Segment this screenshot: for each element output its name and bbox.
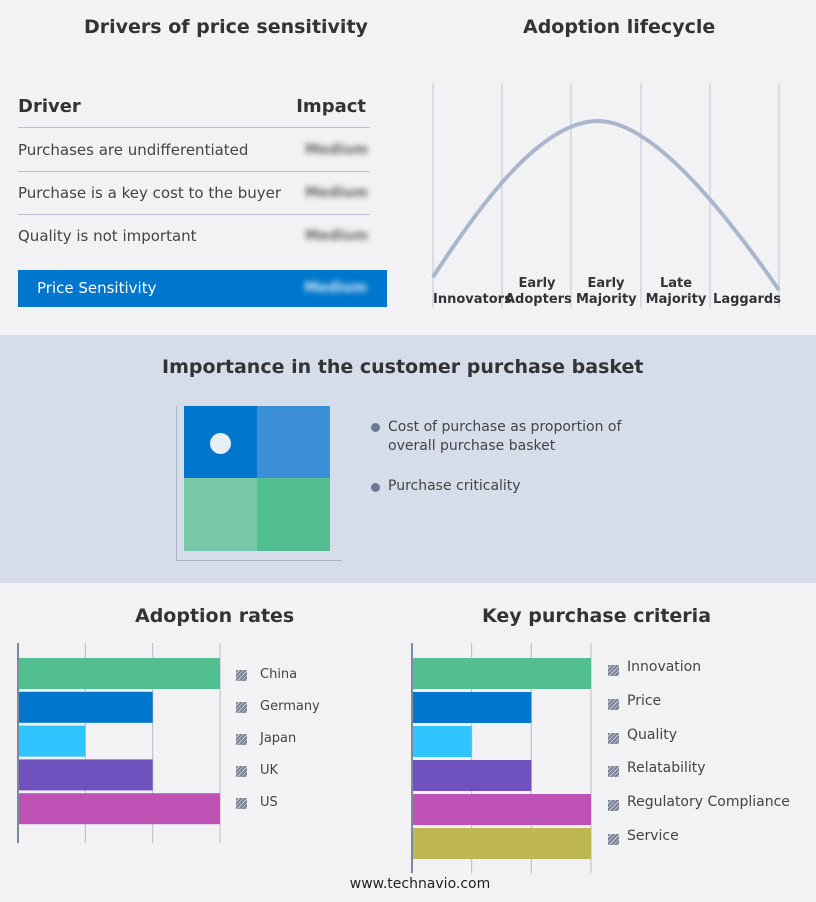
legend-label: Price <box>627 692 662 709</box>
bar-quality <box>412 726 472 757</box>
driver-row: Purchase is a key cost to the buyer Mediu… <box>18 172 370 215</box>
driver-row: Quality is not important Medium <box>18 215 370 258</box>
legend-swatch-icon <box>608 766 619 778</box>
driver-label: Purchases are undifferentiated <box>18 141 249 159</box>
legend-swatch-icon <box>608 665 619 676</box>
impact-value: Medium <box>305 142 368 158</box>
bar-china <box>18 658 220 689</box>
bar-innovation <box>412 658 591 689</box>
bar-regulatory-compliance <box>412 794 591 825</box>
legend-label: Germany <box>260 699 320 714</box>
basket-legend-criticality: Purchase criticality <box>388 478 521 494</box>
bar-us <box>18 793 220 825</box>
impact-value: Medium <box>305 228 368 244</box>
legend-swatch-icon <box>608 732 619 744</box>
legend-label: UK <box>260 763 279 778</box>
driver-label: Purchase is a key cost to the buyer <box>18 184 282 202</box>
drivers-title: Drivers of price sensitivity <box>84 16 368 38</box>
matrix-cell-bl <box>184 478 257 551</box>
drivers-header: Driver Impact <box>18 84 370 128</box>
adoption-rates-title: Adoption rates <box>135 605 295 627</box>
legend-label: Regulatory Compliance <box>627 794 790 811</box>
matrix-axes <box>176 406 342 561</box>
legend-swatch-icon <box>608 834 619 845</box>
legend-label: China <box>260 667 298 682</box>
basket-legend-cost: Cost of purchase as proportion of overal… <box>388 419 622 454</box>
bar-germany <box>18 691 153 723</box>
summary-label: Price Sensitivity <box>37 279 157 297</box>
legend-bullet-icon <box>371 483 380 492</box>
bar-service <box>412 828 591 859</box>
matrix-cell-tr <box>257 406 330 478</box>
legend-label: Innovation <box>627 659 702 675</box>
legend-label: Japan <box>260 731 297 746</box>
stage-early-majority: Early Majority <box>576 276 637 307</box>
legend-swatch-icon <box>236 702 247 713</box>
legend-bullet-icon <box>371 423 380 432</box>
legend-swatch-icon <box>608 800 619 812</box>
legend-label: Relatability <box>627 760 706 777</box>
price-sensitivity-summary: Price Sensitivity Medium <box>18 270 387 307</box>
basket-title: Importance in the customer purchase bask… <box>162 356 644 378</box>
driver-label: Quality is not important <box>18 227 197 245</box>
legend-swatch-icon <box>236 670 247 681</box>
driver-col-header: Driver <box>18 96 81 117</box>
stage-innovators: Innovators <box>433 292 512 307</box>
legend-label: Quality <box>627 726 678 743</box>
adoption-curve <box>431 118 781 292</box>
legend-swatch-icon <box>608 698 619 710</box>
legend-label: Service <box>627 828 679 844</box>
bar-price <box>412 692 532 723</box>
legend-swatch-icon <box>236 766 247 777</box>
impact-value: Medium <box>305 185 368 201</box>
legend-swatch-icon <box>236 798 247 809</box>
basket-section <box>0 335 816 583</box>
matrix-cell-br <box>257 478 330 551</box>
summary-impact: Medium <box>304 280 367 296</box>
legend-label: US <box>260 795 278 810</box>
bar-japan <box>18 725 86 757</box>
stage-early-adopters: Early Adopters <box>505 276 572 307</box>
kpc-title: Key purchase criteria <box>482 605 712 627</box>
stage-late-majority: Late Majority <box>645 276 707 307</box>
lifecycle-chart <box>431 83 781 308</box>
position-marker <box>210 433 231 454</box>
stage-laggards: Laggards <box>713 292 781 307</box>
driver-row: Purchases are undifferentiated Medium <box>18 129 370 172</box>
legend-swatch-icon <box>236 734 247 745</box>
bar-uk <box>18 759 153 791</box>
footer-url: www.technavio.com <box>349 876 491 892</box>
lifecycle-title: Adoption lifecycle <box>523 16 716 38</box>
impact-col-header: Impact <box>296 96 366 117</box>
bar-relatability <box>412 760 532 791</box>
